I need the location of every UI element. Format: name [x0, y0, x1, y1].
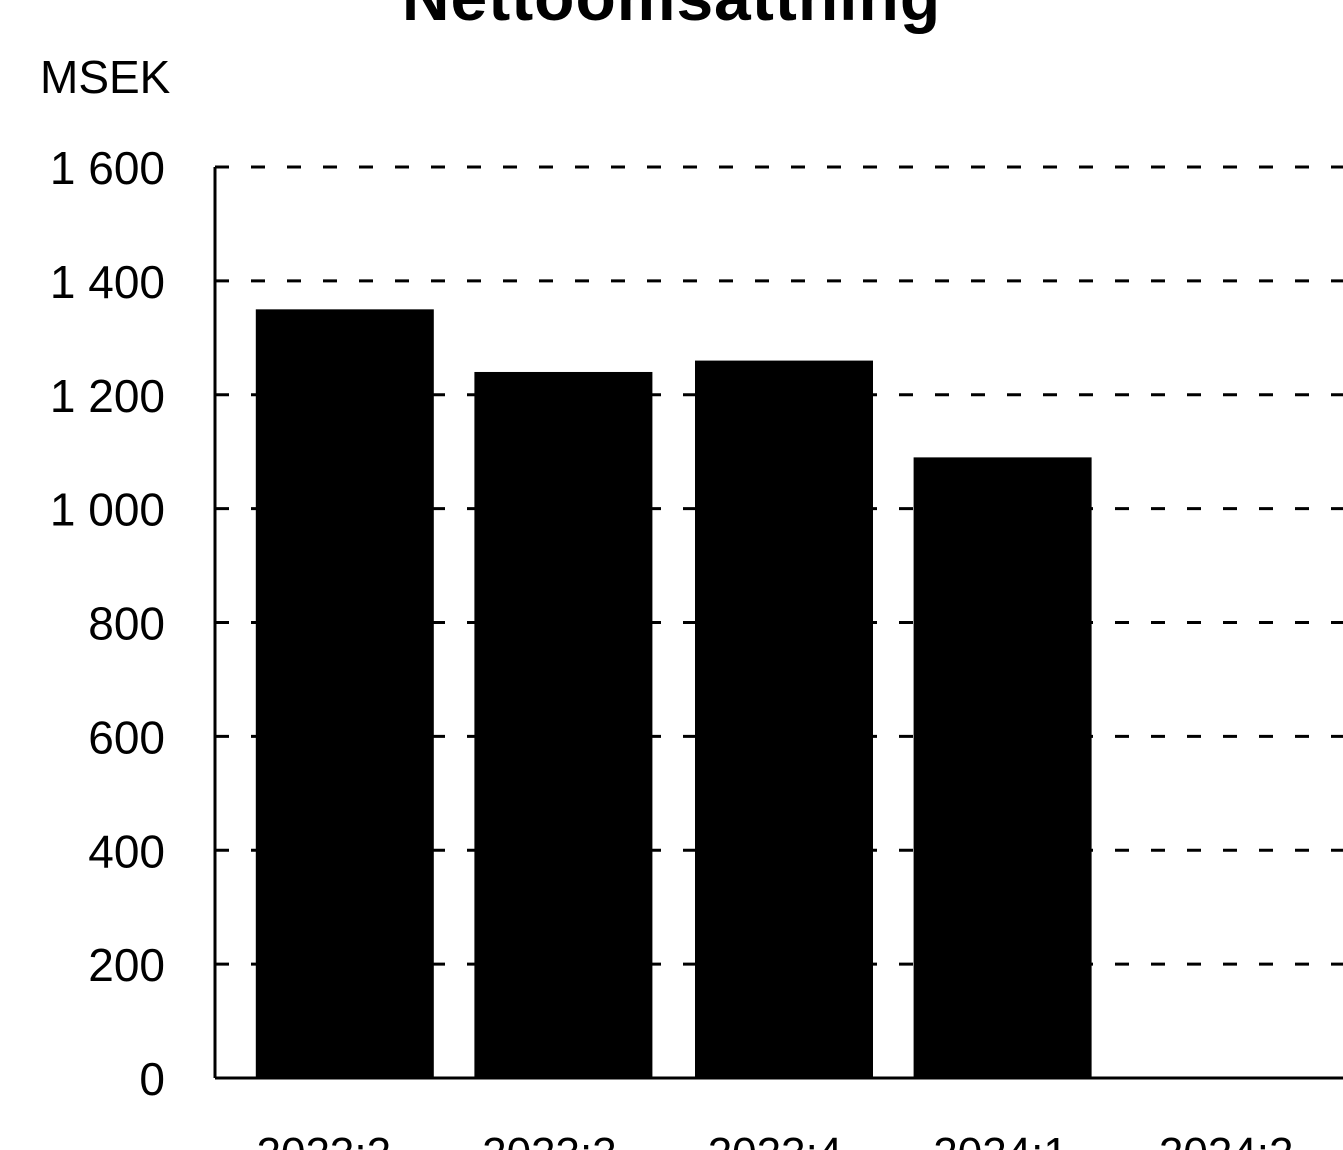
chart-title: Nettoomsättning [0, 0, 1343, 32]
bars [255, 309, 1092, 1079]
y-tick-labels: 0 200 400 600 800 1 000 1 200 1 400 1 600 [50, 142, 165, 1105]
x-tick-label: 2023:2 [257, 1129, 392, 1150]
bar-2024-1 [913, 457, 1092, 1079]
x-tick-label: 2023:3 [482, 1129, 617, 1150]
y-tick-label: 1 000 [50, 484, 165, 536]
y-tick-label: 1 400 [50, 256, 165, 308]
bar-2023-3 [474, 371, 653, 1079]
y-tick-label: 1 600 [50, 142, 165, 194]
y-tick-label: 800 [88, 598, 165, 650]
bar-2023-4 [695, 360, 873, 1078]
bar-2023-2 [255, 309, 434, 1078]
x-tick-label: 2024:1 [933, 1129, 1068, 1150]
y-tick-label: 0 [139, 1053, 165, 1105]
y-tick-label: 400 [88, 825, 165, 877]
x-tick-label: 2024:2 [1159, 1129, 1294, 1150]
y-tick-label: 1 200 [50, 370, 165, 422]
axes [213, 167, 1343, 1080]
y-tick-label: 200 [88, 939, 165, 991]
y-tick-label: 600 [88, 711, 165, 763]
x-tick-labels: 2023:2 2023:3 2023:4 2024:1 2024:2 [257, 1129, 1294, 1150]
x-tick-label: 2023:4 [708, 1129, 843, 1150]
y-axis-unit-label: MSEK [40, 51, 171, 103]
